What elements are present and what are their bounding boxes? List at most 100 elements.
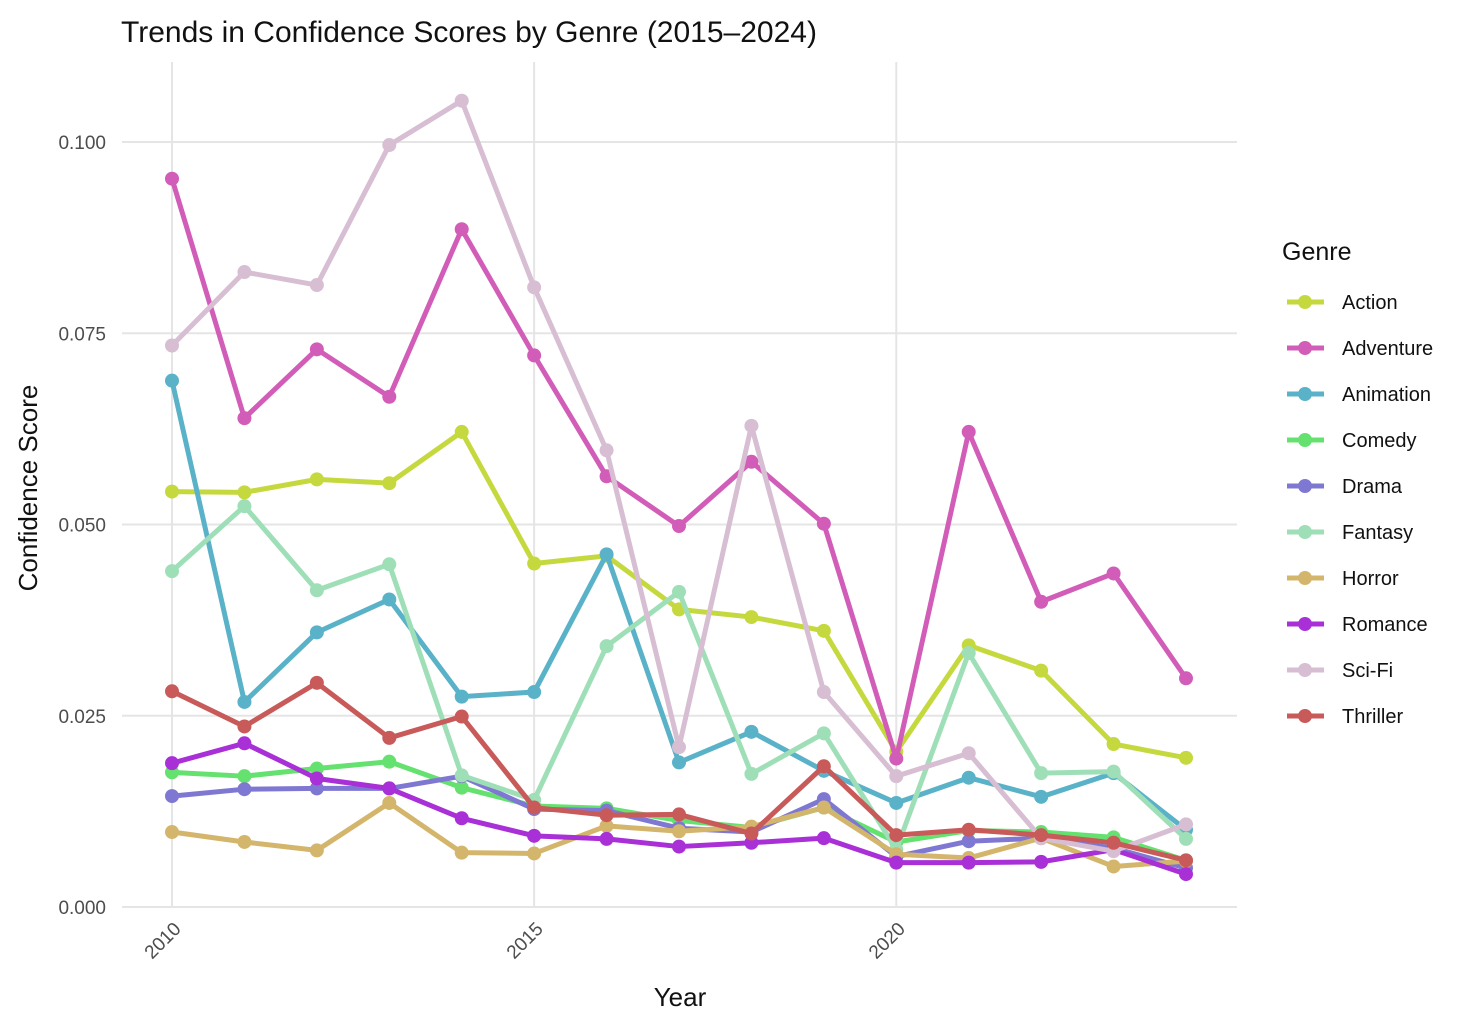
legend-label: Adventure xyxy=(1342,338,1433,360)
data-point xyxy=(527,556,542,571)
x-axis-ticks: 2010 2015 2020 xyxy=(141,919,910,964)
data-point xyxy=(165,756,179,771)
data-point xyxy=(816,685,831,700)
x-tick-label: 2010 xyxy=(141,919,186,964)
y-tick-label: 0.000 xyxy=(58,898,106,919)
legend-swatch-point xyxy=(1298,433,1312,447)
legend-label: Fantasy xyxy=(1342,522,1413,544)
data-point xyxy=(1106,566,1121,581)
data-point xyxy=(672,839,686,854)
data-point xyxy=(454,222,469,237)
data-point xyxy=(309,843,324,858)
data-point xyxy=(816,831,831,846)
data-point xyxy=(165,484,179,499)
data-point xyxy=(309,781,324,796)
data-point xyxy=(237,411,252,426)
data-point xyxy=(527,846,542,861)
data-point xyxy=(744,724,759,739)
legend-item-adventure: Adventure xyxy=(1287,338,1433,360)
data-point xyxy=(1034,663,1049,678)
data-point xyxy=(599,547,614,562)
data-point xyxy=(672,740,686,755)
chart-title: Trends in Confidence Scores by Genre (20… xyxy=(121,16,817,49)
data-point xyxy=(165,684,179,699)
data-point xyxy=(889,769,904,784)
series-horror xyxy=(165,795,1193,874)
data-point xyxy=(1179,671,1193,686)
x-tick-label: 2015 xyxy=(503,919,548,964)
data-point xyxy=(961,834,976,849)
legend-item-romance: Romance xyxy=(1287,614,1428,636)
data-point xyxy=(744,454,759,469)
data-point xyxy=(599,443,614,458)
legend-title: Genre xyxy=(1282,238,1351,266)
data-point xyxy=(889,795,904,810)
data-point xyxy=(1106,835,1121,850)
data-point xyxy=(237,499,252,514)
data-point xyxy=(454,845,469,860)
data-point xyxy=(1179,750,1193,765)
data-point xyxy=(816,623,831,638)
data-point xyxy=(599,831,614,846)
data-point xyxy=(527,800,542,815)
data-point xyxy=(454,689,469,704)
legend-swatch-point xyxy=(1298,617,1312,631)
data-point xyxy=(454,424,469,439)
data-point xyxy=(1034,789,1049,804)
legend-label: Comedy xyxy=(1342,430,1416,452)
data-point xyxy=(1106,764,1121,779)
data-point xyxy=(672,755,686,770)
series-action xyxy=(165,424,1193,765)
data-point xyxy=(309,583,324,598)
data-point xyxy=(382,138,397,153)
data-point xyxy=(454,780,469,795)
legend-swatch-point xyxy=(1298,479,1312,493)
data-point xyxy=(165,825,179,840)
data-point xyxy=(382,592,397,607)
data-point xyxy=(961,855,976,870)
legend-swatch-point xyxy=(1298,709,1312,723)
legend-label: Drama xyxy=(1342,476,1403,498)
data-point xyxy=(309,472,324,487)
data-point xyxy=(382,476,397,491)
data-point xyxy=(816,726,831,741)
series-adventure xyxy=(165,171,1193,766)
legend-item-thriller: Thriller xyxy=(1287,706,1403,728)
y-tick-label: 0.050 xyxy=(58,516,106,537)
legend-label: Romance xyxy=(1342,614,1428,636)
data-point xyxy=(961,646,976,661)
legend-label: Action xyxy=(1342,292,1398,314)
data-point xyxy=(1179,831,1193,846)
legend-item-fantasy: Fantasy xyxy=(1287,522,1413,544)
data-point xyxy=(744,418,759,433)
data-point xyxy=(599,639,614,654)
data-point xyxy=(237,834,252,849)
data-point xyxy=(1034,594,1049,609)
legend-item-comedy: Comedy xyxy=(1287,430,1416,452)
data-point xyxy=(744,766,759,781)
data-point xyxy=(237,769,252,784)
legend-swatch-point xyxy=(1298,525,1312,539)
series-line xyxy=(169,503,1189,853)
legend: Genre Action Adventure Animation Comedy Dram… xyxy=(1282,238,1433,728)
data-point xyxy=(889,828,904,843)
legend-label: Sci-Fi xyxy=(1342,660,1393,682)
data-point xyxy=(961,770,976,785)
legend-label: Animation xyxy=(1342,384,1431,406)
data-point xyxy=(454,768,469,783)
data-point xyxy=(527,280,542,295)
data-point xyxy=(237,485,252,500)
legend-item-horror: Horror xyxy=(1287,568,1399,590)
data-point xyxy=(744,826,759,841)
data-point xyxy=(672,824,686,839)
data-point xyxy=(165,789,179,804)
data-point xyxy=(165,373,179,388)
data-point xyxy=(237,719,252,734)
y-tick-label: 0.025 xyxy=(58,707,106,728)
data-point xyxy=(961,424,976,439)
data-point xyxy=(1179,853,1193,868)
data-point xyxy=(309,771,324,786)
data-point xyxy=(1106,859,1121,874)
data-point xyxy=(1034,766,1049,781)
